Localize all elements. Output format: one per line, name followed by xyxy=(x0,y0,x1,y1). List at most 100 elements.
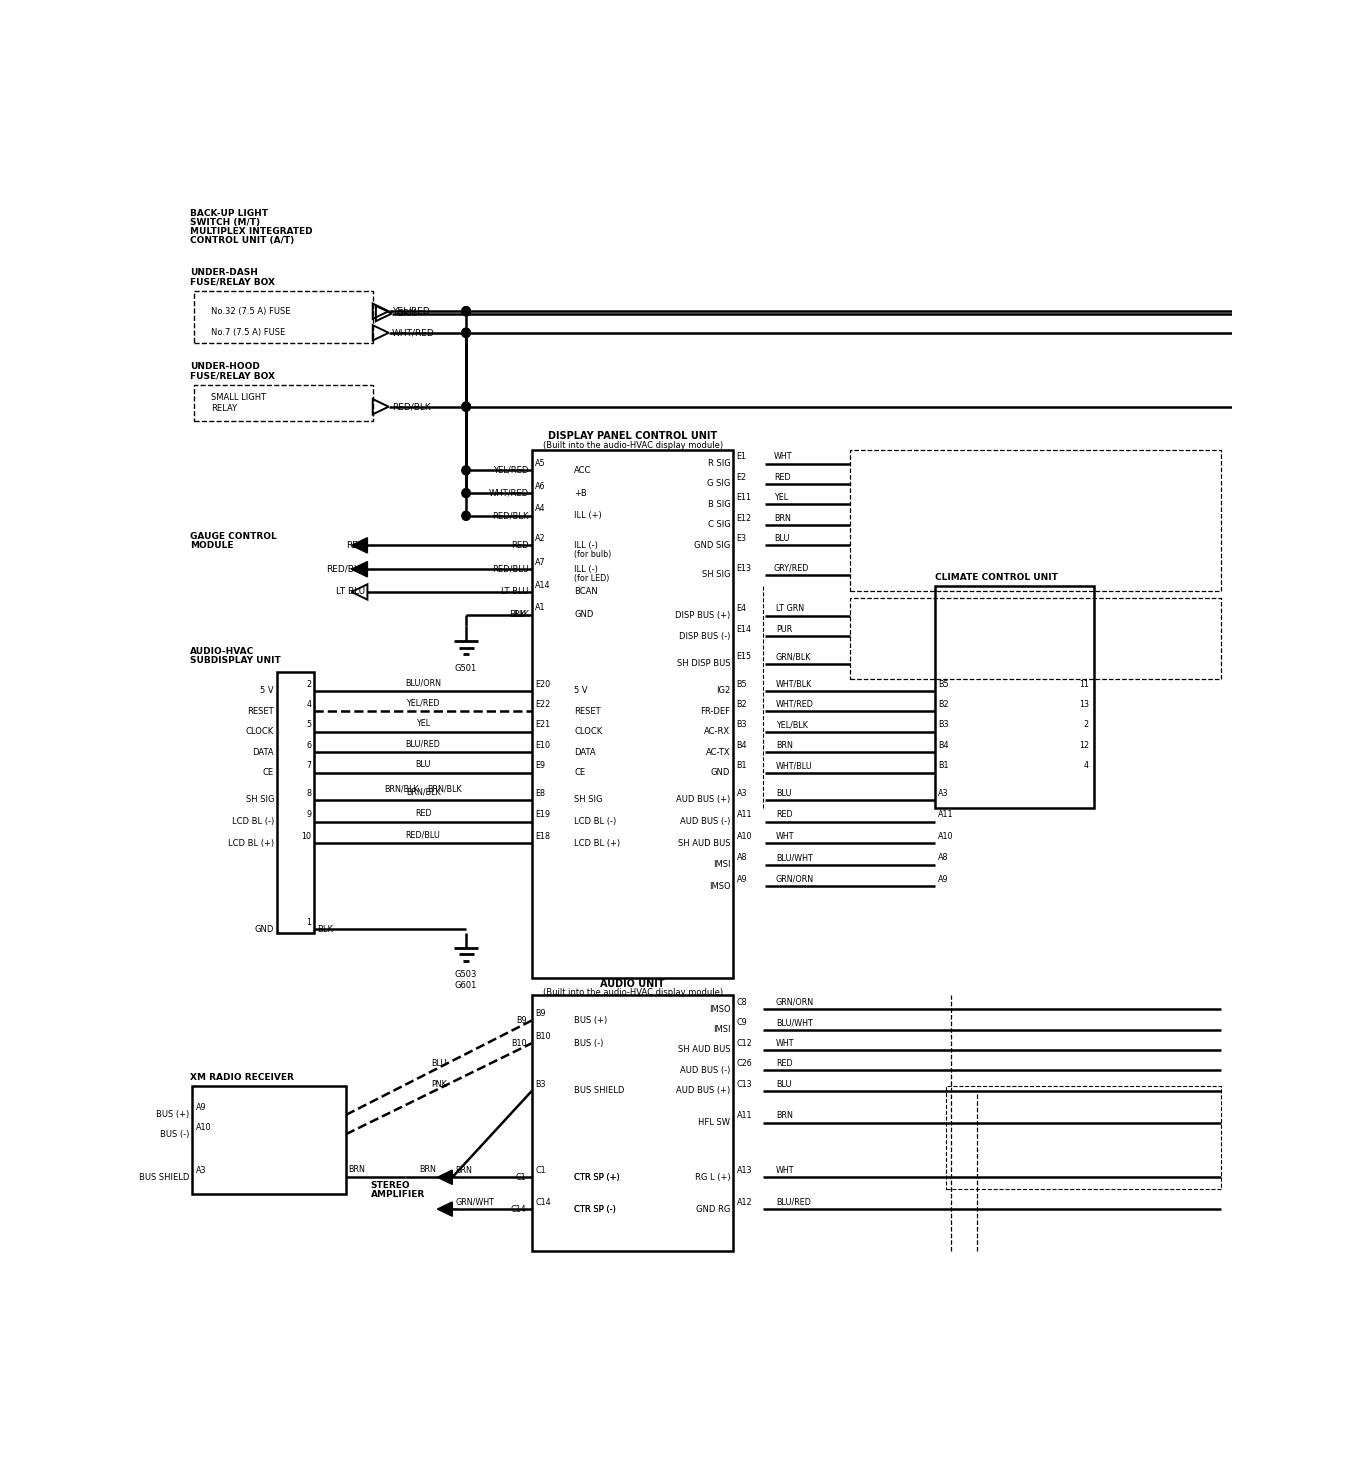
Text: GND RG: GND RG xyxy=(695,1204,730,1213)
Text: E11: E11 xyxy=(737,493,752,502)
Text: E2: E2 xyxy=(737,472,746,481)
Text: XM RADIO RECEIVER: XM RADIO RECEIVER xyxy=(190,1073,294,1082)
Text: BRN: BRN xyxy=(419,1165,437,1173)
Text: B4: B4 xyxy=(938,741,949,750)
Text: C13: C13 xyxy=(737,1079,752,1089)
Text: UNDER-HOOD: UNDER-HOOD xyxy=(190,363,260,372)
Text: PNK: PNK xyxy=(431,1079,446,1089)
Circle shape xyxy=(461,401,471,412)
Text: ILL (+): ILL (+) xyxy=(575,511,602,521)
Text: DATA: DATA xyxy=(252,748,274,757)
Text: GRN/WHT: GRN/WHT xyxy=(456,1197,494,1207)
Text: A10: A10 xyxy=(737,832,752,841)
Text: WHT: WHT xyxy=(776,1166,794,1175)
Text: E18: E18 xyxy=(535,832,550,841)
Text: AUD BUS (+): AUD BUS (+) xyxy=(676,796,730,804)
Bar xyxy=(533,450,734,979)
Text: LCD BL (-): LCD BL (-) xyxy=(231,818,274,827)
Text: SWITCH (M/T): SWITCH (M/T) xyxy=(190,218,260,227)
Text: A12: A12 xyxy=(737,1197,752,1207)
Text: PUR: PUR xyxy=(776,624,793,635)
Text: MODULE: MODULE xyxy=(190,540,234,551)
Text: HFL SW: HFL SW xyxy=(698,1119,730,1128)
Text: RED/BLK: RED/BLK xyxy=(392,401,431,412)
Text: B5: B5 xyxy=(938,679,949,688)
Text: C26: C26 xyxy=(737,1060,753,1069)
Text: A10: A10 xyxy=(938,832,954,841)
Text: GND: GND xyxy=(255,925,274,934)
Text: SH DISP BUS: SH DISP BUS xyxy=(676,660,730,669)
Text: BRN/BLK: BRN/BLK xyxy=(385,784,419,793)
Text: LT BLU: LT BLU xyxy=(337,587,366,596)
Text: B9: B9 xyxy=(516,1015,527,1024)
Text: A11: A11 xyxy=(938,810,954,819)
Text: CLOCK: CLOCK xyxy=(246,728,274,737)
Text: A9: A9 xyxy=(196,1104,207,1113)
Text: 5: 5 xyxy=(307,720,311,729)
Text: E20: E20 xyxy=(535,679,550,688)
Text: AC-RX: AC-RX xyxy=(704,728,730,737)
Text: (Built into the audio-HVAC display module): (Built into the audio-HVAC display modul… xyxy=(542,987,723,996)
Text: BRN/BLK: BRN/BLK xyxy=(405,788,441,797)
Circle shape xyxy=(461,328,471,338)
Text: SH SIG: SH SIG xyxy=(702,570,730,580)
Text: SUBDISPLAY UNIT: SUBDISPLAY UNIT xyxy=(190,655,281,664)
Text: E12: E12 xyxy=(737,514,752,523)
Text: G501: G501 xyxy=(455,664,478,673)
Text: 5 V: 5 V xyxy=(575,686,587,695)
Text: 8: 8 xyxy=(307,788,311,797)
Circle shape xyxy=(461,466,471,475)
Text: CTR SP (+): CTR SP (+) xyxy=(575,1173,620,1182)
Text: IMSO: IMSO xyxy=(709,881,730,892)
Text: BLK: BLK xyxy=(509,610,527,618)
Text: E21: E21 xyxy=(535,720,550,729)
Text: CLOCK: CLOCK xyxy=(575,728,602,737)
Text: RESET: RESET xyxy=(575,707,601,716)
Text: C14: C14 xyxy=(535,1197,550,1207)
Text: E14: E14 xyxy=(737,624,752,635)
Text: BACK-UP LIGHT: BACK-UP LIGHT xyxy=(190,210,268,218)
Text: B10: B10 xyxy=(511,1039,527,1048)
Text: BLU: BLU xyxy=(773,534,790,543)
Text: RELAY: RELAY xyxy=(211,404,238,413)
Text: GND SIG: GND SIG xyxy=(694,540,730,551)
Text: 9: 9 xyxy=(307,810,311,819)
Text: FUSE/RELAY BOX: FUSE/RELAY BOX xyxy=(190,372,275,381)
Text: ILL (-): ILL (-) xyxy=(575,540,598,551)
Text: BLU: BLU xyxy=(776,1079,791,1089)
Text: BLK: BLK xyxy=(512,610,528,618)
Text: RED: RED xyxy=(773,472,790,481)
Polygon shape xyxy=(352,537,367,554)
Text: B9: B9 xyxy=(535,1010,546,1018)
Text: CTR SP (-): CTR SP (-) xyxy=(575,1204,616,1213)
Bar xyxy=(277,672,315,933)
Text: C12: C12 xyxy=(737,1039,753,1048)
Text: WHT/RED: WHT/RED xyxy=(776,700,813,708)
Text: FUSE/RELAY BOX: FUSE/RELAY BOX xyxy=(190,277,275,286)
Text: LCD BL (+): LCD BL (+) xyxy=(575,838,620,847)
Text: B SIG: B SIG xyxy=(708,500,730,509)
Text: GND: GND xyxy=(711,768,730,778)
Text: BLU/RED: BLU/RED xyxy=(405,739,441,748)
Text: E15: E15 xyxy=(737,652,752,661)
Circle shape xyxy=(461,328,471,338)
Text: E8: E8 xyxy=(535,788,545,797)
Text: GRN/ORN: GRN/ORN xyxy=(776,875,815,884)
Text: CE: CE xyxy=(263,768,274,778)
Text: 11: 11 xyxy=(1079,679,1088,688)
Text: CONTROL UNIT (A/T): CONTROL UNIT (A/T) xyxy=(190,236,294,245)
Text: WHT: WHT xyxy=(773,452,793,461)
Text: B3: B3 xyxy=(737,720,747,729)
Text: AC-TX: AC-TX xyxy=(706,748,730,757)
Text: RED: RED xyxy=(415,809,431,818)
Text: 10: 10 xyxy=(301,832,311,841)
Text: STEREO: STEREO xyxy=(371,1181,411,1190)
Text: YEL: YEL xyxy=(773,493,789,502)
Text: SH SIG: SH SIG xyxy=(245,796,274,804)
Text: B1: B1 xyxy=(938,762,949,770)
Circle shape xyxy=(461,401,471,412)
Text: A4: A4 xyxy=(535,505,545,514)
Bar xyxy=(533,995,734,1252)
Text: B1: B1 xyxy=(737,762,747,770)
Text: LT BLU: LT BLU xyxy=(501,587,528,596)
